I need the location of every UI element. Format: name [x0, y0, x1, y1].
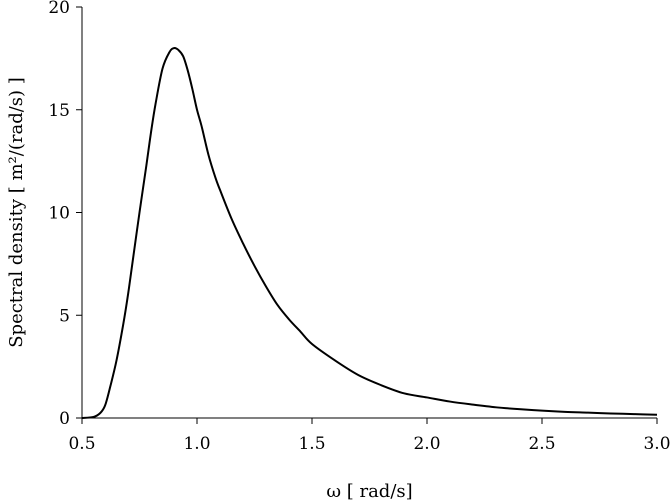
plot-area — [81, 47, 658, 419]
y-axis-title: Spectral density [ m²/(rad/s) ] — [6, 77, 27, 348]
spectrum-series-line — [81, 47, 658, 419]
y-tick-label: 20 — [48, 0, 70, 18]
axes — [81, 7, 657, 419]
x-tick-label: 3.0 — [643, 434, 670, 454]
x-tick-label: 0.5 — [68, 434, 95, 454]
x-tick-label: 1.0 — [183, 434, 210, 454]
y-tick-label: 10 — [48, 204, 70, 224]
y-tick-label: 15 — [48, 101, 70, 121]
y-tick-label: 5 — [59, 306, 70, 326]
ticks: 0 5 10 15 20 0.5 1.0 1.5 2.0 2.5 3.0 — [48, 0, 670, 454]
x-tick-label: 2.0 — [413, 434, 440, 454]
y-tick-label: 0 — [59, 409, 70, 429]
x-tick-label: 2.5 — [528, 434, 555, 454]
x-axis-title: ω [ rad/s] — [326, 481, 412, 502]
x-tick-label: 1.5 — [298, 434, 325, 454]
